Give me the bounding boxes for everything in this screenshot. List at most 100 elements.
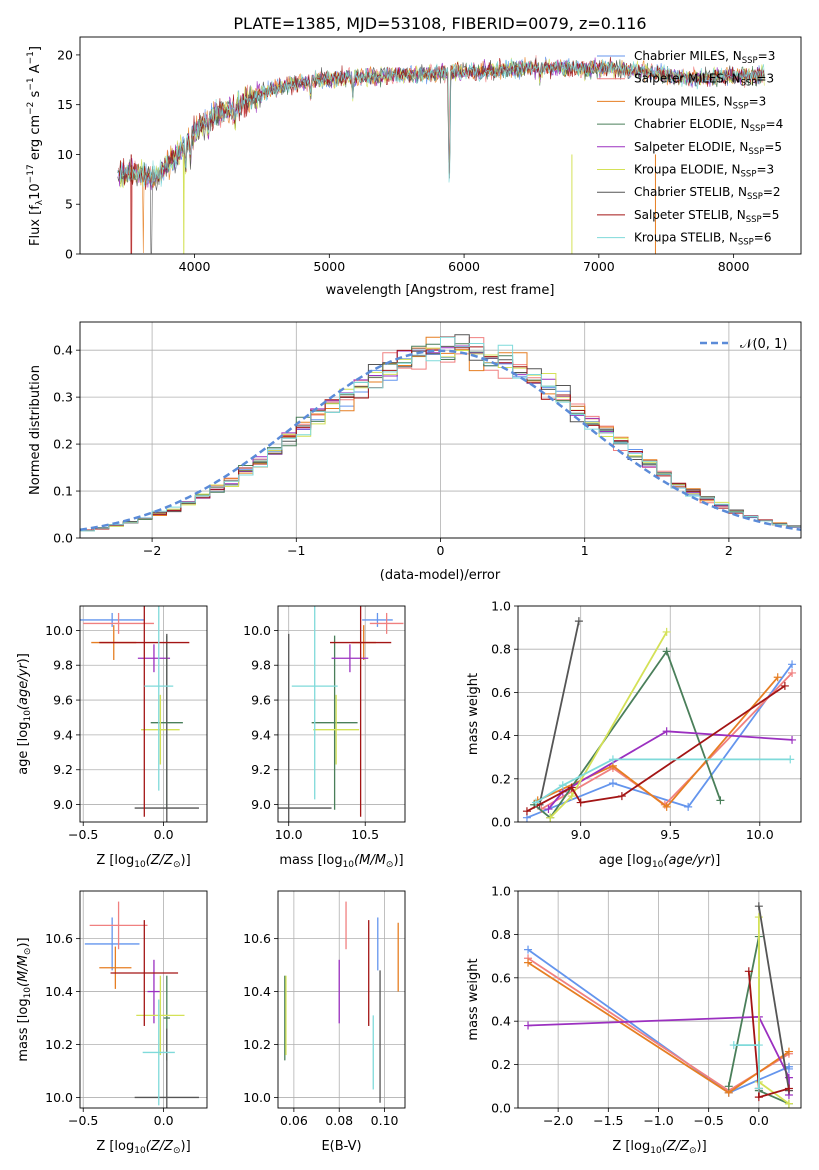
x-axis-label-sub: ⊙: [173, 860, 181, 870]
data-point: [142, 999, 175, 1106]
legend-label-value: =3: [756, 72, 774, 86]
x-axis-label: Z [log10(Z/Z⊙)]: [96, 853, 190, 870]
legend-label-value: =3: [749, 94, 767, 108]
legend-label-main: Chabrier MILES, N: [634, 49, 742, 63]
legend-label-main: Salpeter ELODIE, N: [634, 140, 748, 154]
y-tick-label: 9.6: [251, 693, 271, 708]
x-tick-label: −1: [287, 543, 305, 558]
y-tick-label: 0.2: [491, 1057, 511, 1072]
weight-point-marker: [567, 783, 576, 792]
y-tick-label: 0.4: [53, 343, 73, 358]
y-axis-label-exp: −17: [26, 164, 36, 183]
weight-series-line: [758, 917, 790, 1105]
panel-age-vs-Z: −0.5 0.09.09.29.49.69.810.0Z [log10(Z/Z⊙)…: [16, 605, 208, 870]
x-tick-label: 10.0: [275, 827, 303, 842]
plot-area: [80, 334, 801, 532]
gaussian-curve: [80, 349, 801, 532]
y-tick-label: 1.0: [491, 884, 511, 899]
x-axis-label-main: E(B-V): [321, 1139, 361, 1154]
panel-mass-vs-EBV: 0.06 0.08 0.10 10.0 10.2 10.4 10.6 E(B-V): [243, 890, 406, 1154]
x-axis-label-sub: 10: [652, 860, 664, 870]
plot-area: [117, 55, 765, 254]
x-axis-label-main: Z [log: [96, 1139, 134, 1154]
x-axis-label-main: Z [log: [612, 1139, 650, 1154]
y-tick-label: 0.6: [491, 970, 511, 985]
y-tick-label: 20: [57, 47, 73, 62]
legend-label-value: =6: [754, 231, 772, 245]
x-axis-label: mass [log10(M/M⊙)]: [279, 853, 403, 870]
legend-label-sub: SSP: [738, 238, 754, 248]
x-axis-label-sub: 10: [134, 860, 146, 870]
axes-frame: [517, 890, 802, 1109]
y-axis-label-unit: erg cm: [28, 115, 43, 164]
plot-area: [278, 606, 404, 822]
legend-label: Kroupa STELIB, NSSP=6: [634, 231, 772, 248]
x-axis-label-sub: 10: [650, 1146, 662, 1156]
data-point: [99, 946, 132, 989]
y-tick-label: 0.6: [491, 685, 511, 700]
x-tick-label: −0.5: [68, 1113, 98, 1128]
y-tick-label: 0.1: [53, 484, 73, 499]
figure-title: PLATE=1385, MJD=53108, FIBERID=0079, z=0…: [233, 14, 646, 33]
legend-label: Chabrier STELIB, NSSP=2: [634, 185, 781, 202]
x-axis-label-rest: (Z/Z: [146, 1139, 174, 1154]
data-point: [278, 633, 332, 822]
data-point: [331, 644, 369, 673]
weight-point-marker: [524, 945, 533, 954]
legend-label-main: Salpeter STELIB, N: [634, 208, 746, 222]
legend-label: Kroupa MILES, NSSP=3: [634, 94, 766, 111]
y-tick-label: 10.6: [243, 931, 271, 946]
x-axis-label-end: )]: [181, 1139, 191, 1154]
data-point: [134, 633, 199, 822]
y-tick-label: 0.2: [53, 437, 73, 452]
axes-frame: [79, 605, 208, 823]
x-axis-label: E(B-V): [321, 1139, 361, 1154]
weight-point-marker: [662, 802, 671, 811]
weight-point-marker: [784, 1047, 793, 1056]
histogram-step: [80, 336, 801, 532]
y-tick-label: 0.3: [53, 390, 73, 405]
y-axis-label-rest: (M/M: [16, 955, 31, 987]
weight-series-line: [535, 758, 791, 804]
y-axis-label-main: age [log: [16, 722, 31, 775]
legend-label-value: =5: [762, 208, 780, 222]
legend-label-value: =5: [764, 140, 782, 154]
y-tick-label: 0.0: [491, 815, 511, 830]
y-tick-label: 10.2: [243, 1037, 271, 1052]
weight-series-line: [533, 649, 722, 820]
y-tick-label: 10.4: [45, 984, 73, 999]
plot-area: [522, 617, 797, 822]
weight-point-marker: [716, 796, 725, 805]
legend-label-main: Kroupa STELIB, N: [634, 231, 738, 245]
x-axis-label: Z [log10(Z/Z⊙)]: [612, 1139, 706, 1156]
y-tick-label: 9.4: [251, 727, 271, 742]
axes-frame: [79, 36, 802, 255]
legend-label-sub: SSP: [741, 170, 757, 180]
legend-label: Chabrier ELODIE, NSSP=4: [634, 117, 783, 134]
y-axis-label-sub: 10: [23, 710, 33, 722]
weight-point-marker: [754, 1041, 763, 1050]
data-point: [369, 612, 404, 634]
x-axis-label: wavelength [Angstrom, rest frame]: [326, 283, 555, 298]
weight-point-marker: [773, 673, 782, 682]
x-axis-label-sub: 10: [134, 1146, 146, 1156]
x-tick-label: 2: [725, 543, 733, 558]
weight-point-marker: [576, 798, 585, 807]
y-axis-label-unit: ]: [28, 46, 43, 51]
x-tick-label: 10.5: [351, 827, 379, 842]
x-tick-label: −1.0: [643, 1113, 673, 1128]
weight-point-marker: [754, 902, 763, 911]
weight-point-marker: [662, 647, 671, 656]
x-axis-label: age [log10(age/yr)]: [599, 853, 721, 870]
y-tick-label: 0.8: [491, 642, 511, 657]
x-tick-label: 8000: [718, 259, 750, 274]
weight-point-marker: [786, 755, 795, 764]
x-tick-label: 6000: [448, 259, 480, 274]
data-point: [330, 606, 392, 817]
x-axis-label-sub: ⊙: [689, 1146, 697, 1156]
y-axis-label: Flux [fλ10−17 erg cm−2 s−1 A−1]: [26, 46, 45, 246]
x-tick-label: 0.0: [154, 1113, 174, 1128]
weight-series-line: [526, 685, 786, 812]
y-tick-label: 0.2: [491, 771, 511, 786]
